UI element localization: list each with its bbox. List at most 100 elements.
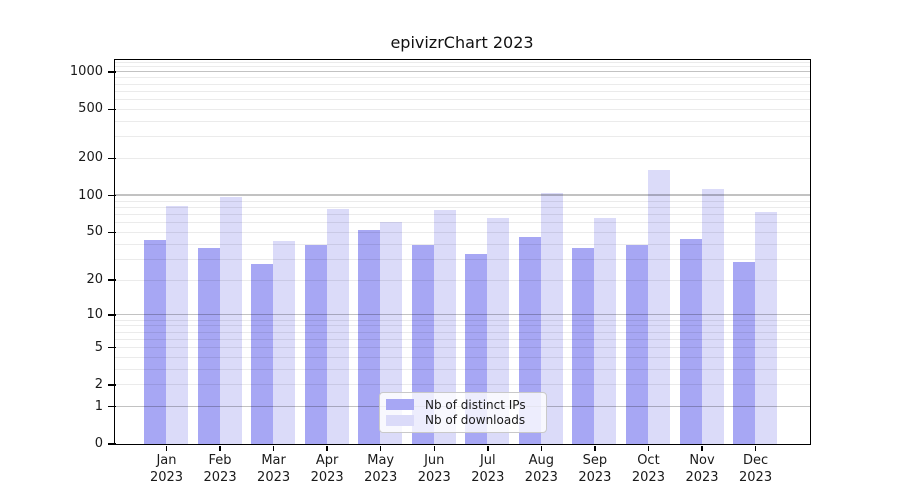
bar-downloads-may [380,222,403,444]
x-axis-tick [272,445,275,451]
gridline-minor [114,325,810,327]
x-label-month: Apr [315,453,339,468]
x-label-month: Aug [528,453,555,468]
x-label-year: 2023 [310,470,344,485]
gridline-minor [114,347,810,349]
gridline-minor [114,120,810,122]
gridline-minor [114,231,810,233]
x-axis-tick-label: May 2023 [349,452,413,486]
y-axis-tick-label: 100 [78,187,103,203]
chart-title: epivizrChart 2023 [390,33,534,52]
x-axis-tick [540,445,543,451]
gridline-minor [114,331,810,333]
plot-area [113,58,811,445]
x-axis-tick-label: Sep 2023 [563,452,627,486]
legend: Nb of distinct IPs Nb of downloads [379,392,547,433]
bar-downloads-jan [166,206,188,444]
gridline-minor [114,319,810,321]
legend-label-downloads: Nb of downloads [425,413,526,428]
legend-swatch-downloads [386,414,414,426]
x-label-year: 2023 [203,470,237,485]
y-axis-tick-label: 200 [78,150,103,166]
y-axis-tick-label: 2 [94,376,103,392]
x-axis-tick [433,445,435,451]
bar-distinct-ips-nov [679,238,702,444]
x-axis-tick [754,445,757,451]
x-label-year: 2023 [739,470,773,485]
x-label-month: Dec [742,453,769,468]
gridline-minor [114,61,810,63]
x-label-month: Sep [582,453,608,468]
y-axis-tick [108,384,116,386]
y-axis-tick [108,157,116,160]
x-label-month: Feb [208,453,232,468]
y-axis-tick [108,443,116,445]
bar-downloads-apr [326,208,349,444]
x-axis-tick-label: Jul 2023 [456,452,520,486]
bar-distinct-ips-may [358,229,381,444]
x-axis-tick-label: Jan 2023 [135,452,199,486]
x-axis-tick-label: Oct 2023 [616,452,680,486]
bar-downloads-sep [594,217,617,444]
legend-item-distinct-ips: Nb of distinct IPs [386,398,538,412]
x-label-year: 2023 [417,470,451,485]
bar-downloads-jul [487,217,510,444]
x-label-year: 2023 [149,470,184,485]
x-axis-tick [379,445,382,451]
bar-downloads-dec [755,212,778,444]
bar-distinct-ips-dec [733,262,756,444]
gridline-minor [114,368,810,370]
gridline-minor [114,356,810,358]
gridline-minor [114,66,810,68]
gridline-minor [114,384,810,386]
x-axis-tick-label: Aug 2023 [509,452,573,486]
bar-downloads-jun [433,210,456,444]
x-label-month: Jan [156,453,177,468]
x-label-month: Jun [424,453,445,468]
x-label-year: 2023 [524,470,558,485]
y-axis-tick [108,346,116,349]
bar-distinct-ips-feb [197,247,220,444]
x-label-month: Jul [479,453,496,468]
gridline-minor [114,136,810,138]
x-axis-tick [326,445,328,451]
y-axis-tick-label: 1000 [69,64,103,79]
bar-distinct-ips-mar [251,264,274,444]
x-axis-tick-label: Feb 2023 [188,452,252,486]
gridline-minor [114,258,810,260]
legend-item-downloads: Nb of downloads [386,413,538,427]
bar-distinct-ips-jan [144,239,166,444]
y-axis-tick [108,108,116,111]
y-axis-tick [108,314,116,316]
x-label-month: Nov [689,453,715,468]
x-axis-tick [594,445,596,451]
gridline-minor [114,279,810,281]
x-label-year: 2023 [471,470,505,485]
x-axis-tick [219,445,221,451]
x-label-year: 2023 [257,470,291,485]
x-label-year: 2023 [685,470,719,485]
gridline-minor [114,243,810,245]
x-label-year: 2023 [578,470,612,485]
gridline-minor [114,77,810,79]
y-axis-tick-label: 500 [78,101,103,117]
x-axis-tick [701,445,703,451]
x-axis-tick-label: Mar 2023 [242,452,306,486]
bar-distinct-ips-sep [572,247,595,444]
y-axis-tick [108,194,116,197]
gridline-minor [114,206,810,208]
gridline-minor [114,83,810,85]
gridline-minor [114,200,810,202]
x-axis-tick-label: Apr 2023 [295,452,359,486]
legend-swatch-distinct-ips [386,399,414,411]
gridline-minor [114,222,810,224]
bar-downloads-nov [701,189,724,444]
x-label-year: 2023 [631,470,665,485]
x-axis-tick-label: Jun 2023 [402,452,466,486]
x-axis-tick [647,445,650,451]
bar-distinct-ips-apr [304,244,327,444]
x-label-month: Mar [261,453,286,468]
gridline-minor [114,338,810,340]
x-axis-tick [165,445,168,451]
